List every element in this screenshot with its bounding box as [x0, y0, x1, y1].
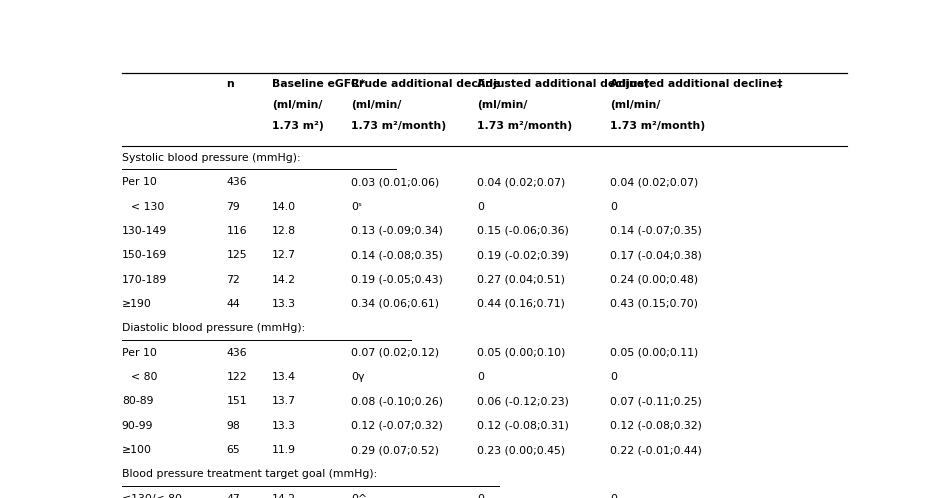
Text: 44: 44 [227, 299, 240, 309]
Text: Diastolic blood pressure (mmHg):: Diastolic blood pressure (mmHg): [122, 323, 305, 333]
Text: n: n [227, 79, 234, 89]
Text: 1.73 m²/month): 1.73 m²/month) [350, 121, 446, 131]
Text: 13.3: 13.3 [272, 421, 295, 431]
Text: Adjusted additional decline‡: Adjusted additional decline‡ [610, 79, 782, 89]
Text: 170-189: 170-189 [122, 274, 167, 284]
Text: 0.23 (0.00;0.45): 0.23 (0.00;0.45) [477, 445, 565, 455]
Text: (ml/min/: (ml/min/ [610, 100, 660, 110]
Text: 90-99: 90-99 [122, 421, 153, 431]
Text: 0.12 (-0.08;0.31): 0.12 (-0.08;0.31) [477, 421, 568, 431]
Text: 0.14 (-0.07;0.35): 0.14 (-0.07;0.35) [610, 226, 701, 236]
Text: 436: 436 [227, 177, 247, 187]
Text: 0^: 0^ [350, 494, 367, 498]
Text: Baseline eGFR*: Baseline eGFR* [272, 79, 364, 89]
Text: 13.7: 13.7 [272, 396, 295, 406]
Text: 0: 0 [610, 372, 616, 382]
Text: 0.04 (0.02;0.07): 0.04 (0.02;0.07) [477, 177, 565, 187]
Text: 1.73 m²/month): 1.73 m²/month) [477, 121, 571, 131]
Text: ≥100: ≥100 [122, 445, 152, 455]
Text: 0.05 (0.00;0.11): 0.05 (0.00;0.11) [610, 348, 698, 358]
Text: 0.43 (0.15;0.70): 0.43 (0.15;0.70) [610, 299, 698, 309]
Text: 0.08 (-0.10;0.26): 0.08 (-0.10;0.26) [350, 396, 443, 406]
Text: 0.34 (0.06;0.61): 0.34 (0.06;0.61) [350, 299, 439, 309]
Text: ≤130/< 80: ≤130/< 80 [122, 494, 181, 498]
Text: (ml/min/: (ml/min/ [477, 100, 527, 110]
Text: 12.7: 12.7 [272, 250, 295, 260]
Text: 0: 0 [610, 202, 616, 212]
Text: 0.04 (0.02;0.07): 0.04 (0.02;0.07) [610, 177, 698, 187]
Text: 0.15 (-0.06;0.36): 0.15 (-0.06;0.36) [477, 226, 568, 236]
Text: 0.44 (0.16;0.71): 0.44 (0.16;0.71) [477, 299, 565, 309]
Text: 0.07 (0.02;0.12): 0.07 (0.02;0.12) [350, 348, 439, 358]
Text: 116: 116 [227, 226, 247, 236]
Text: 130-149: 130-149 [122, 226, 167, 236]
Text: 12.8: 12.8 [272, 226, 295, 236]
Text: 151: 151 [227, 396, 247, 406]
Text: 65: 65 [227, 445, 240, 455]
Text: < 80: < 80 [130, 372, 157, 382]
Text: 122: 122 [227, 372, 247, 382]
Text: 0.12 (-0.07;0.32): 0.12 (-0.07;0.32) [350, 421, 443, 431]
Text: Per 10: Per 10 [122, 177, 157, 187]
Text: 0γ: 0γ [350, 372, 364, 382]
Text: 0: 0 [477, 494, 483, 498]
Text: 98: 98 [227, 421, 240, 431]
Text: 0.13 (-0.09;0.34): 0.13 (-0.09;0.34) [350, 226, 443, 236]
Text: 79: 79 [227, 202, 240, 212]
Text: < 130: < 130 [130, 202, 163, 212]
Text: 80-89: 80-89 [122, 396, 153, 406]
Text: 0.06 (-0.12;0.23): 0.06 (-0.12;0.23) [477, 396, 568, 406]
Text: 0.05 (0.00;0.10): 0.05 (0.00;0.10) [477, 348, 565, 358]
Text: (ml/min/: (ml/min/ [350, 100, 401, 110]
Text: Per 10: Per 10 [122, 348, 157, 358]
Text: 0.14 (-0.08;0.35): 0.14 (-0.08;0.35) [350, 250, 443, 260]
Text: 0: 0 [610, 494, 616, 498]
Text: 0ˢ: 0ˢ [350, 202, 362, 212]
Text: 0.19 (-0.02;0.39): 0.19 (-0.02;0.39) [477, 250, 568, 260]
Text: 0.17 (-0.04;0.38): 0.17 (-0.04;0.38) [610, 250, 701, 260]
Text: 47: 47 [227, 494, 240, 498]
Text: 0.07 (-0.11;0.25): 0.07 (-0.11;0.25) [610, 396, 701, 406]
Text: Systolic blood pressure (mmHg):: Systolic blood pressure (mmHg): [122, 153, 300, 163]
Text: 1.73 m²): 1.73 m²) [272, 121, 324, 131]
Text: 14.0: 14.0 [272, 202, 295, 212]
Text: 0.29 (0.07;0.52): 0.29 (0.07;0.52) [350, 445, 439, 455]
Text: 0: 0 [477, 372, 483, 382]
Text: 0.19 (-0.05;0.43): 0.19 (-0.05;0.43) [350, 274, 443, 284]
Text: 13.4: 13.4 [272, 372, 295, 382]
Text: 0.27 (0.04;0.51): 0.27 (0.04;0.51) [477, 274, 565, 284]
Text: 150-169: 150-169 [122, 250, 167, 260]
Text: ≥190: ≥190 [122, 299, 151, 309]
Text: 1.73 m²/month): 1.73 m²/month) [610, 121, 704, 131]
Text: 72: 72 [227, 274, 240, 284]
Text: 0.12 (-0.08;0.32): 0.12 (-0.08;0.32) [610, 421, 701, 431]
Text: Blood pressure treatment target goal (mmHg):: Blood pressure treatment target goal (mm… [122, 470, 377, 480]
Text: 13.3: 13.3 [272, 299, 295, 309]
Text: Adjusted additional decline†: Adjusted additional decline† [477, 79, 649, 89]
Text: 14.2: 14.2 [272, 274, 295, 284]
Text: (ml/min/: (ml/min/ [272, 100, 322, 110]
Text: 0.03 (0.01;0.06): 0.03 (0.01;0.06) [350, 177, 439, 187]
Text: 0.24 (0.00;0.48): 0.24 (0.00;0.48) [610, 274, 698, 284]
Text: 125: 125 [227, 250, 247, 260]
Text: Crude additional decline: Crude additional decline [350, 79, 499, 89]
Text: 11.9: 11.9 [272, 445, 295, 455]
Text: 0: 0 [477, 202, 483, 212]
Text: 0.22 (-0.01;0.44): 0.22 (-0.01;0.44) [610, 445, 701, 455]
Text: 14.2: 14.2 [272, 494, 295, 498]
Text: 436: 436 [227, 348, 247, 358]
